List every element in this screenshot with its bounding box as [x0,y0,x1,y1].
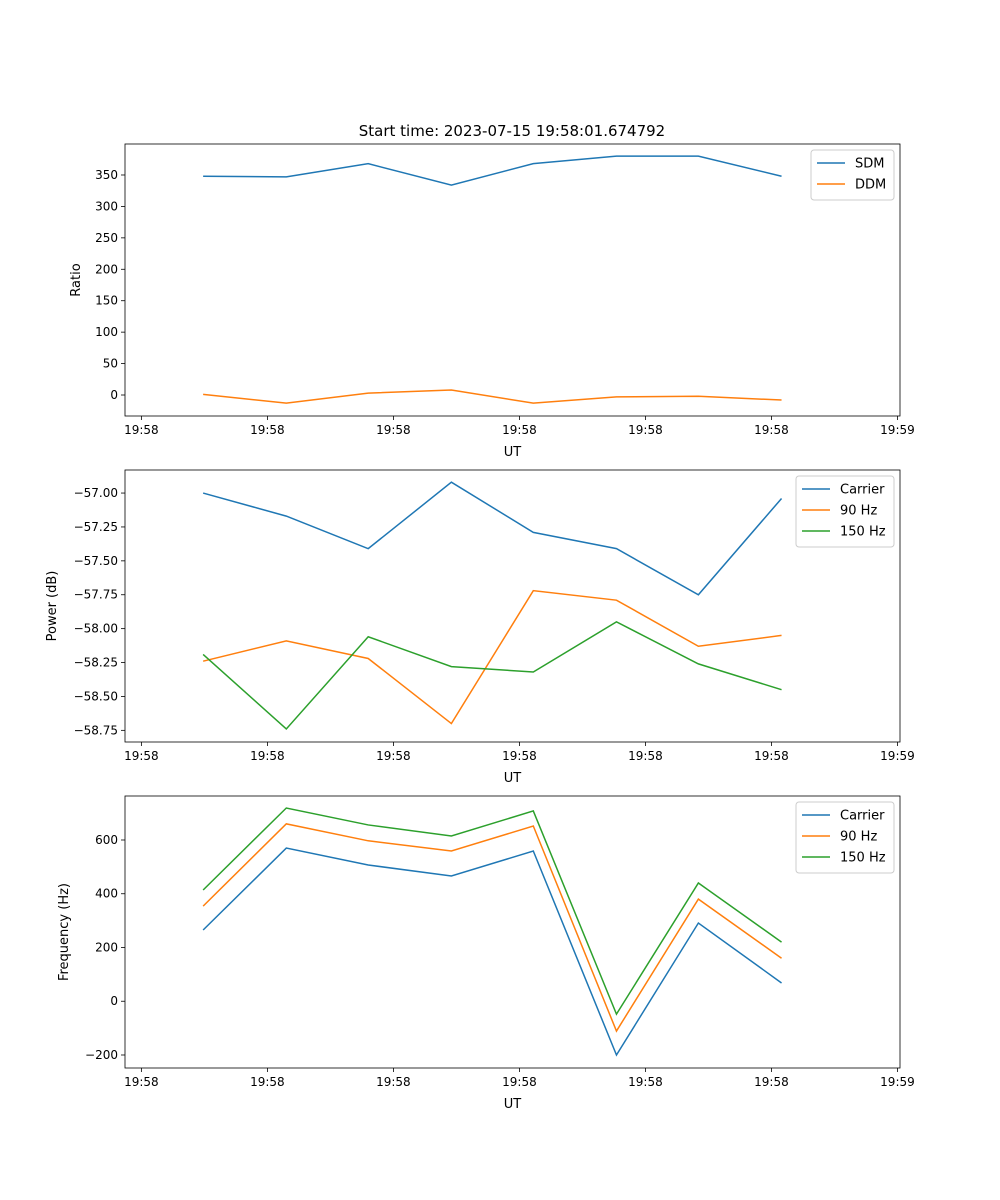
chart-panel-3: 19:58 19:58 19:58 19:58 19:58 19:58 19:59 −200 0… [57,795,915,1112]
axes-frame [124,143,901,417]
y-tick-label: 100 [95,325,118,339]
x-tick-label: 19:58 [754,749,789,763]
y-tick-label: −57.75 [74,588,118,602]
axes-frame [124,469,901,743]
x-tick-label: 19:58 [502,423,537,437]
x-tick-label: 19:58 [628,749,663,763]
x-tick-label: 19:58 [754,1075,789,1089]
x-tick-label: 19:59 [880,749,915,763]
legend-label: 90 Hz [840,830,877,845]
y-tick-label: 150 [95,294,118,308]
y-tick-label: 350 [95,168,118,182]
series-line-90-hz [202,589,782,725]
figure-title: Start time: 2023-07-15 19:58:01.674792 [359,122,665,140]
legend: Carrier 90 Hz 150 Hz [795,475,895,548]
series-line-90-hz [202,823,782,1033]
x-tick-label: 19:59 [880,423,915,437]
legend-label: SDM [855,157,884,172]
legend-box [795,475,895,548]
y-tick-label: 300 [95,199,118,213]
series-line-150-hz [202,621,782,731]
x-tick-label: 19:58 [502,1075,537,1089]
y-axis-label: Ratio [69,263,84,296]
y-axis-label: Frequency (Hz) [57,883,72,981]
y-tick-label: 50 [103,357,118,371]
y-tick-label: 200 [95,940,118,954]
x-tick-label: 19:59 [880,1075,915,1089]
x-tick-label: 19:58 [376,1075,411,1089]
x-tick-label: 19:58 [250,423,285,437]
y-tick-label: −58.25 [74,656,118,670]
x-tick-label: 19:58 [754,423,789,437]
y-tick-label: 400 [95,887,118,901]
x-tick-label: 19:58 [250,1075,285,1089]
series-line-carrier [202,847,782,1057]
series-line-150-hz [202,807,782,1016]
x-tick-label: 19:58 [250,749,285,763]
y-tick-label: 200 [95,262,118,276]
legend: Carrier 90 Hz 150 Hz [795,801,895,874]
y-tick-label: −58.00 [74,622,118,636]
y-tick-label: 0 [110,994,118,1008]
legend-label: Carrier [840,809,885,824]
y-tick-label: −57.00 [74,486,118,500]
legend-box [795,801,895,874]
legend-label: Carrier [840,483,885,498]
y-tick-label: −58.75 [74,723,118,737]
series-line-sdm [203,155,782,186]
series-line-carrier [202,481,783,596]
x-axis-label: UT [504,445,522,460]
y-tick-label: −57.50 [74,554,118,568]
x-tick-label: 19:58 [376,749,411,763]
x-axis-label: UT [504,1097,522,1112]
y-tick-label: 250 [95,231,118,245]
x-tick-label: 19:58 [124,1075,159,1089]
y-axis-label: Power (dB) [45,571,60,642]
y-tick-label: 0 [110,388,118,402]
x-tick-label: 19:58 [124,749,159,763]
legend-label: 150 Hz [840,525,886,540]
chart-panel-1: 19:58 19:58 19:58 19:58 19:58 19:58 19:59 0 50 10… [69,143,915,460]
y-tick-label: 600 [95,833,118,847]
axes-frame [124,795,901,1069]
legend-label: DDM [855,178,886,193]
series-line-ddm [203,389,782,404]
x-tick-label: 19:58 [376,423,411,437]
y-tick-label: −200 [85,1048,118,1062]
legend-label: 90 Hz [840,504,877,519]
x-axis-label: UT [504,771,522,786]
x-tick-label: 19:58 [502,749,537,763]
chart-panel-2: 19:58 19:58 19:58 19:58 19:58 19:58 19:59 −57.0… [45,469,915,786]
y-tick-label: −58.50 [74,689,118,703]
x-tick-label: 19:58 [628,1075,663,1089]
legend-label: 150 Hz [840,851,886,866]
legend: SDM DDM [810,149,895,201]
x-tick-label: 19:58 [124,423,159,437]
y-tick-label: −57.25 [74,520,118,534]
x-tick-label: 19:58 [628,423,663,437]
